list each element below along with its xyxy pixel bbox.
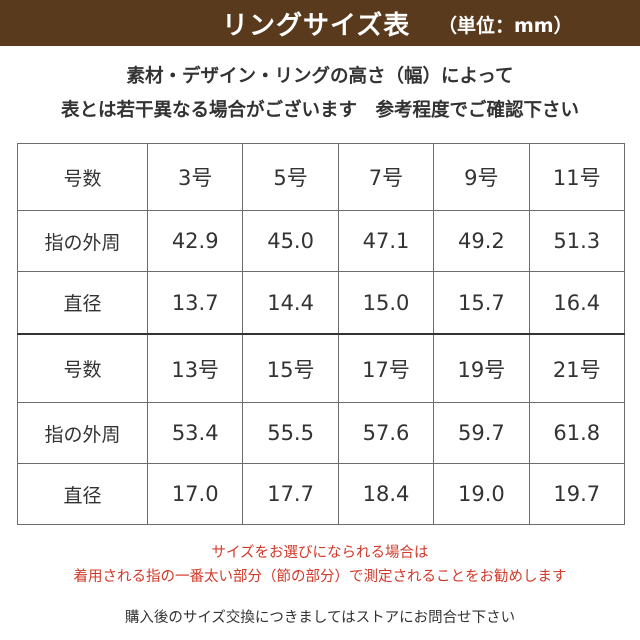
table-row-size: 号数 3号 5号 7号 9号 11号 <box>17 142 626 212</box>
diameter-cell: 17.7 <box>242 463 339 525</box>
size-cell: 3号 <box>146 142 244 212</box>
exchange-note: 購入後のサイズ交換につきましてはストアにお問合せ下さい <box>124 610 516 626</box>
row-label-diameter: 直径 <box>17 463 148 525</box>
advice-line-2: 着用される指の一番太い部分（節の部分）で測定されることをお勧めします <box>73 569 567 585</box>
diameter-cell: 15.7 <box>433 271 530 335</box>
size-cell: 11号 <box>528 142 626 212</box>
circumference-cell: 59.7 <box>433 402 530 465</box>
row-label-circumference: 指の外周 <box>17 402 148 465</box>
disclaimer-line-1: 素材・デザイン・リングの高さ（幅）によって <box>126 66 514 87</box>
disclaimer-line-2: 表とは若干異なる場合がございます 参考程度でご確認下さい <box>60 100 579 121</box>
circumference-cell: 51.3 <box>528 210 626 273</box>
circumference-cell: 42.9 <box>146 210 244 273</box>
diameter-cell: 15.0 <box>337 271 435 335</box>
table-row-circumference: 指の外周 42.9 45.0 47.1 49.2 51.3 <box>17 210 626 273</box>
circumference-cell: 47.1 <box>337 210 435 273</box>
size-cell: 21号 <box>528 332 626 404</box>
diameter-cell: 17.0 <box>146 463 244 525</box>
diameter-cell: 18.4 <box>337 463 435 525</box>
diameter-cell: 14.4 <box>242 271 339 335</box>
size-cell: 15号 <box>242 332 339 404</box>
diameter-cell: 13.7 <box>146 271 244 335</box>
diameter-cell: 19.0 <box>433 463 530 525</box>
row-label-diameter: 直径 <box>17 271 148 335</box>
ring-size-table: 号数 3号 5号 7号 9号 11号 指の外周 42.9 45.0 47.1 4… <box>17 142 626 525</box>
row-label-size: 号数 <box>17 332 148 404</box>
size-cell: 9号 <box>433 142 530 212</box>
size-cell: 5号 <box>242 142 339 212</box>
circumference-cell: 57.6 <box>337 402 435 465</box>
size-cell: 13号 <box>146 332 244 404</box>
size-cell: 7号 <box>337 142 435 212</box>
row-label-size: 号数 <box>17 142 148 212</box>
row-label-circumference: 指の外周 <box>17 210 148 273</box>
circumference-cell: 49.2 <box>433 210 530 273</box>
circumference-cell: 45.0 <box>242 210 339 273</box>
diameter-cell: 16.4 <box>528 271 626 335</box>
size-cell: 19号 <box>433 332 530 404</box>
table-row-diameter: 直径 13.7 14.4 15.0 15.7 16.4 <box>17 271 626 335</box>
table-row-size: 号数 13号 15号 17号 19号 21号 <box>17 332 626 404</box>
diameter-cell: 19.7 <box>528 463 626 525</box>
size-cell: 17号 <box>337 332 435 404</box>
table-row-circumference: 指の外周 53.4 55.5 57.6 59.7 61.8 <box>17 402 626 465</box>
circumference-cell: 53.4 <box>146 402 244 465</box>
circumference-cell: 55.5 <box>242 402 339 465</box>
header-bar: リングサイズ表 （単位：mm） <box>0 0 640 46</box>
unit-label: （単位：mm） <box>438 15 573 37</box>
table-row-diameter: 直径 17.0 17.7 18.4 19.0 19.7 <box>17 463 626 525</box>
page-title: リングサイズ表 <box>222 11 411 41</box>
advice-line-1: サイズをお選びになられる場合は <box>211 545 429 561</box>
circumference-cell: 61.8 <box>528 402 626 465</box>
